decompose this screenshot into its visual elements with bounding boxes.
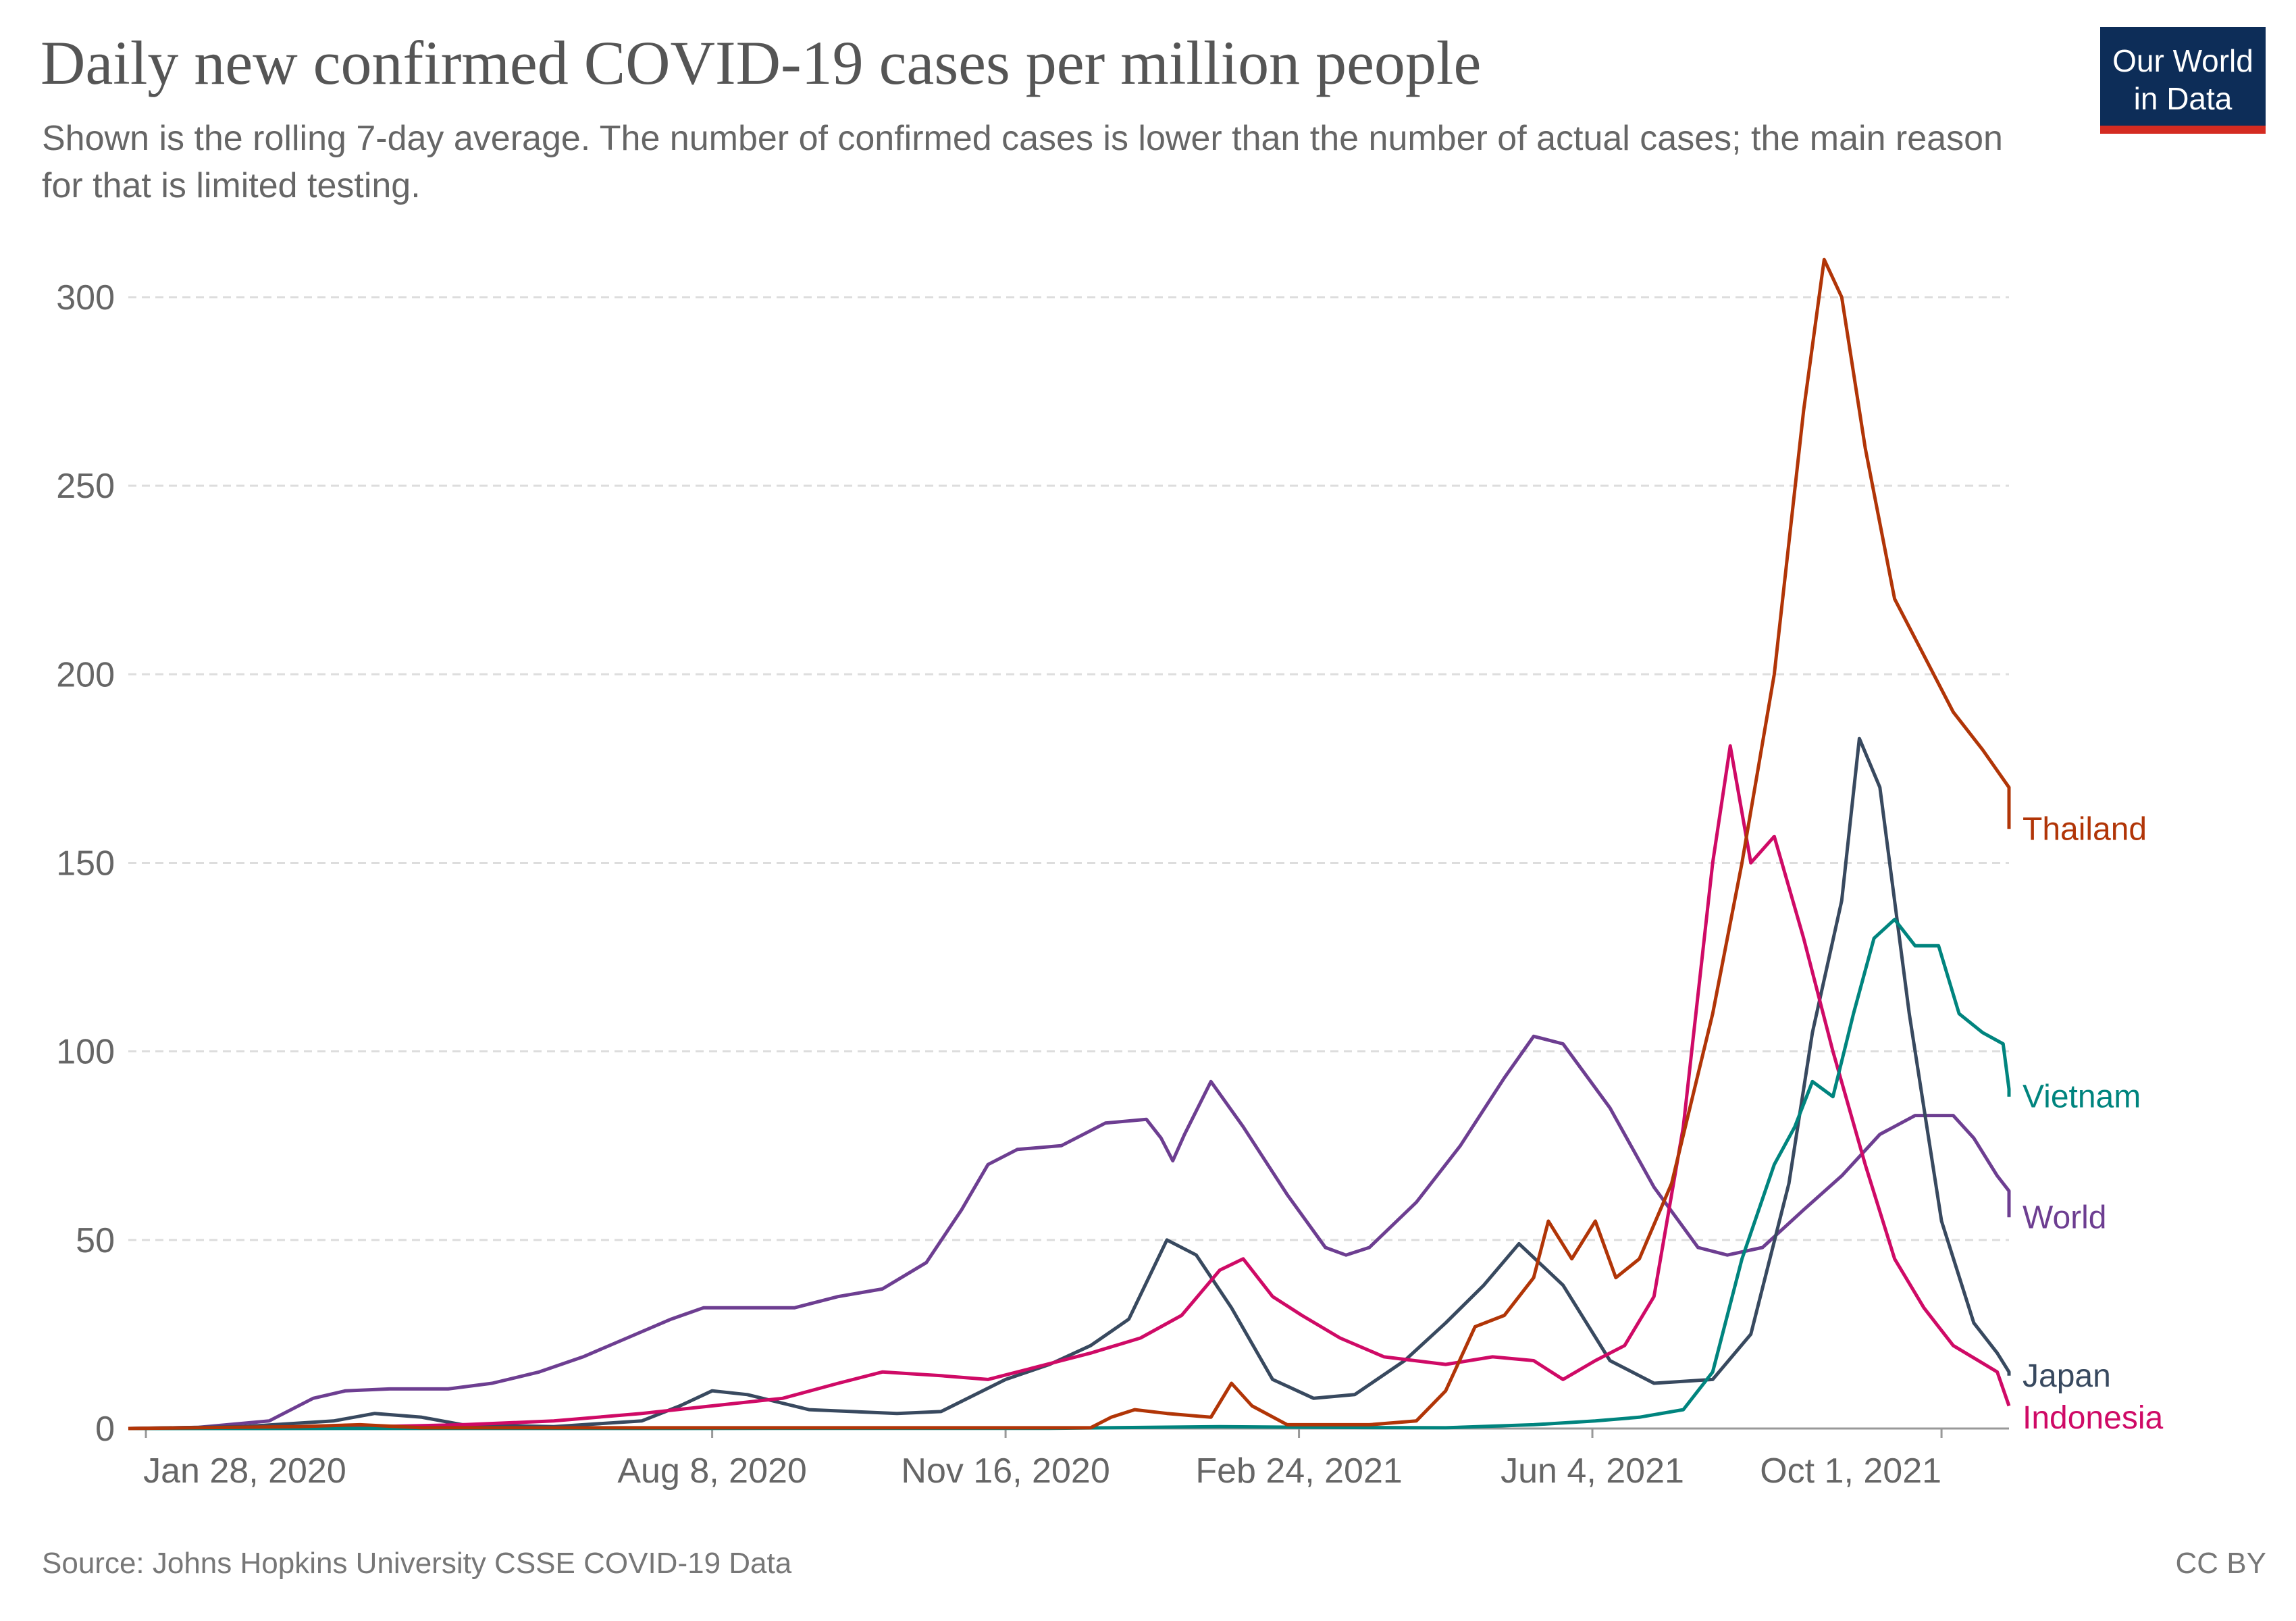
series-label-japan: Japan: [2023, 1358, 2111, 1394]
y-tick-label: 100: [56, 1033, 115, 1072]
license-link[interactable]: CC BY: [2175, 1547, 2266, 1580]
x-tick-label: Feb 24, 2021: [1195, 1451, 1402, 1491]
y-tick-label: 250: [56, 467, 115, 506]
series-label-world: World: [2023, 1200, 2106, 1235]
y-tick-label: 0: [95, 1410, 115, 1449]
y-tick-label: 300: [56, 278, 115, 317]
owid-logo[interactable]: Our World in Data: [2100, 27, 2266, 134]
y-tick-label: 200: [56, 655, 115, 694]
x-axis: Jan 28, 2020 Aug 8, 2020 Nov 16, 2020 Feb 2…: [128, 1427, 2009, 1491]
logo-line-2: in Data: [2133, 81, 2233, 116]
series-label-vietnam: Vietnam: [2023, 1079, 2141, 1115]
x-tick-label: Jun 4, 2021: [1501, 1451, 1684, 1491]
x-tick-label: Aug 8, 2020: [617, 1451, 806, 1491]
series-label-indonesia: Indonesia: [2023, 1400, 2163, 1436]
y-tick-label: 150: [56, 844, 115, 883]
series-line-indonesia[interactable]: [128, 744, 2011, 1431]
series-line-thailand[interactable]: [128, 257, 2011, 1431]
y-tick-label: 50: [76, 1221, 115, 1260]
logo-line-1: Our World: [2112, 43, 2253, 78]
series-labels: World Japan Indonesia Vietnam Thailand: [2023, 811, 2163, 1436]
source-note: Source: Johns Hopkins University CSSE CO…: [42, 1547, 792, 1580]
chart-title: Daily new confirmed COVID-19 cases per m…: [41, 28, 1482, 97]
series-line-vietnam[interactable]: [128, 917, 2011, 1431]
series-line-world[interactable]: [128, 1034, 2011, 1431]
chart-subtitle: Shown is the rolling 7-day average. The …: [42, 119, 2003, 205]
x-tick-label: Oct 1, 2021: [1760, 1451, 1941, 1491]
x-tick-label: Jan 28, 2020: [143, 1451, 346, 1491]
y-axis-ticks: 0 50 100 150 200 250 300: [56, 278, 115, 1449]
series-lines: [128, 257, 2011, 1431]
series-label-thailand: Thailand: [2023, 811, 2147, 847]
grid-lines: [128, 296, 2009, 1241]
series-line-japan[interactable]: [128, 736, 2011, 1431]
x-tick-label: Nov 16, 2020: [901, 1451, 1110, 1491]
